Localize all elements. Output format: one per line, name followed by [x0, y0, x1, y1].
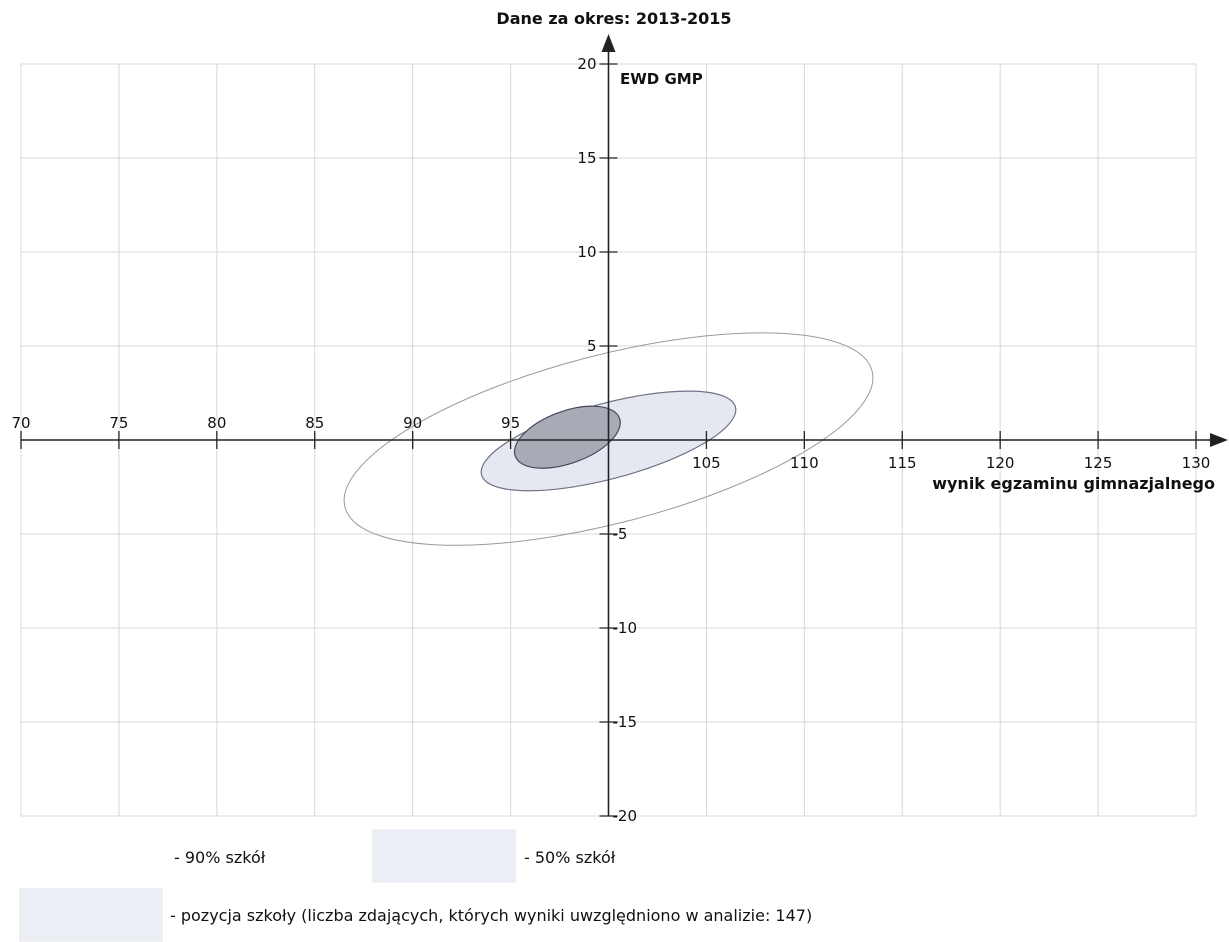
x-tick-label: 90 [403, 414, 422, 432]
x-tick-label: 130 [1182, 454, 1211, 472]
legend-item-90: - 90% szkół [174, 848, 266, 867]
chart-title: Dane za okres: 2013-2015 [496, 9, 731, 28]
y-tick-label: -15 [613, 713, 638, 731]
x-axis-arrow [1210, 433, 1228, 447]
x-tick-label: 125 [1084, 454, 1113, 472]
y-tick-label: 20 [577, 55, 596, 73]
y-axis-label: EWD GMP [620, 70, 703, 88]
x-tick-label: 75 [109, 414, 128, 432]
legend-swatch-school [19, 888, 163, 942]
legend-swatch-50 [372, 829, 516, 883]
y-axis-arrow [601, 34, 616, 52]
x-tick-label: 95 [501, 414, 520, 432]
y-tick-label: -5 [613, 525, 628, 543]
ellipse-90 [343, 332, 874, 546]
x-tick-label: 110 [790, 454, 819, 472]
x-axis-label: wynik egzaminu gimnazjalnego [932, 474, 1215, 493]
y-tick-label: 15 [577, 149, 596, 167]
x-tick-label: 85 [305, 414, 324, 432]
x-tick-label: 70 [11, 414, 30, 432]
legend-item-school: - pozycja szkoły (liczba zdających, któr… [170, 906, 813, 925]
legend-item-50: - 50% szkół [524, 848, 616, 867]
y-tick-label: 5 [587, 337, 597, 355]
y-tick-label: -20 [613, 807, 638, 825]
ellipse-school [513, 405, 621, 469]
y-tick-label: 10 [577, 243, 596, 261]
y-tick-label: -10 [613, 619, 638, 637]
x-tick-label: 115 [888, 454, 917, 472]
x-tick-label: 120 [986, 454, 1015, 472]
x-tick-label: 105 [692, 454, 721, 472]
x-tick-label: 80 [207, 414, 226, 432]
